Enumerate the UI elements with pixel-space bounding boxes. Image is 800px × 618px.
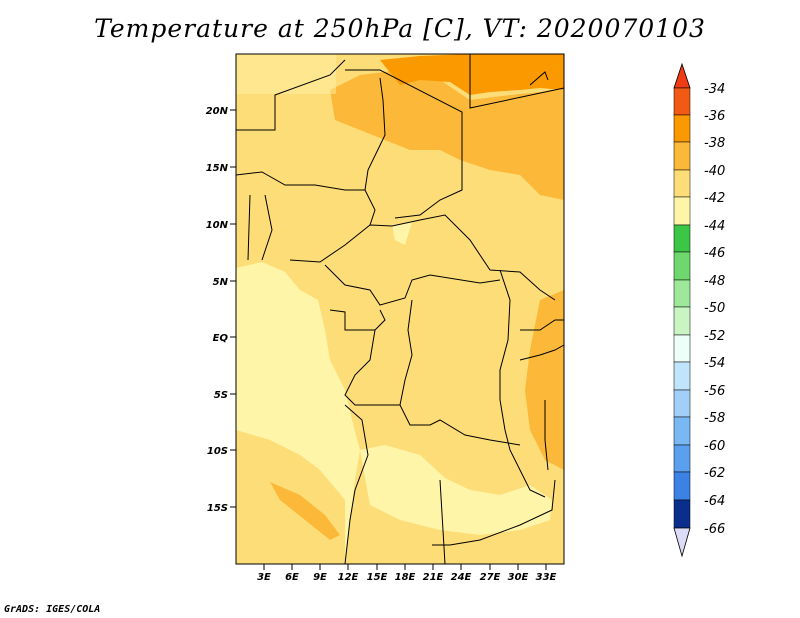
field-darkorange-top [380, 54, 564, 95]
y-label-5s: 5S [214, 390, 228, 401]
colorbar-label-34: -34 [704, 82, 725, 97]
colorbar: -34 -36 -38 -40 -42 -44 -46 -48 -50 -52 … [673, 62, 725, 558]
colorbar-swatch-48 [673, 279, 691, 308]
x-label-15e: 15E [367, 572, 388, 583]
colorbar-label-50: -50 [704, 301, 725, 316]
colorbar-label-60: -60 [704, 439, 725, 454]
colorbar-label-52: -52 [704, 329, 725, 344]
field-warm-sw-streak [270, 482, 340, 540]
colorbar-swatch-36 [673, 114, 691, 143]
colorbar-label-66: -66 [704, 522, 725, 537]
y-label-5n: 5N [213, 277, 229, 288]
colorbar-swatch-38 [673, 141, 691, 171]
colorbar-swatch-44 [673, 224, 691, 253]
grads-credit: GrADS: IGES/COLA [4, 604, 101, 615]
map-title: Temperature at 250hPa [C], VT: 202007010… [94, 14, 706, 43]
colorbar-label-42: -42 [704, 191, 725, 206]
x-label-9e: 9E [313, 572, 327, 583]
y-label-20n: 20N [206, 106, 229, 117]
colorbar-swatch-64 [673, 499, 691, 529]
colorbar-label-40: -40 [704, 164, 725, 179]
y-label-15n: 15N [206, 163, 229, 174]
colorbar-swatch-58 [673, 416, 691, 446]
colorbar-label-64: -64 [704, 494, 725, 509]
y-label-10s: 10S [207, 446, 228, 457]
x-label-18e: 18E [395, 572, 416, 583]
colorbar-swatch-54 [673, 361, 691, 391]
y-label-eq: EQ [213, 333, 229, 344]
colorbar-swatch-50 [673, 306, 691, 336]
colorbar-swatch-42 [673, 196, 691, 226]
colorbar-swatch-34 [673, 87, 691, 116]
field-pale-central [392, 222, 412, 245]
colorbar-swatch-40 [673, 169, 691, 198]
field-pale-south [360, 445, 552, 535]
x-label-30e: 30E [508, 572, 529, 583]
y-label-10n: 10N [206, 220, 229, 231]
colorbar-label-36: -36 [704, 109, 725, 124]
colorbar-label-48: -48 [704, 274, 725, 289]
x-label-12e: 12E [338, 572, 359, 583]
x-axis: 3E 6E 9E 12E 15E 18E 21E 24E 27E 30E 33E [257, 564, 557, 583]
colorbar-label-58: -58 [704, 411, 725, 426]
colorbar-over-arrow [673, 62, 691, 89]
colorbar-label-38: -38 [704, 136, 725, 151]
x-label-3e: 3E [257, 572, 271, 583]
colorbar-label-44: -44 [704, 219, 725, 234]
colorbar-label-54: -54 [704, 356, 725, 371]
x-label-24e: 24E [451, 572, 472, 583]
field-light-nw [236, 54, 336, 94]
x-label-6e: 6E [285, 572, 299, 583]
x-label-33e: 33E [536, 572, 557, 583]
colorbar-swatch-52 [673, 334, 691, 363]
colorbar-swatch-60 [673, 444, 691, 473]
temperature-field [236, 54, 564, 564]
colorbar-swatch-56 [673, 389, 691, 418]
colorbar-swatch-62 [673, 471, 691, 501]
map-frame [235, 53, 565, 565]
colorbar-label-46: -46 [704, 246, 725, 261]
colorbar-label-62: -62 [704, 466, 725, 481]
colorbar-label-56: -56 [704, 384, 725, 399]
colorbar-under-arrow [673, 527, 691, 558]
y-label-15s: 15S [207, 503, 228, 514]
field-orange-east [525, 290, 564, 470]
field-orange-ne [330, 70, 564, 200]
y-axis: 20N 15N 10N 5N EQ 5S 10S 15S [206, 106, 236, 514]
colorbar-swatch-46 [673, 251, 691, 281]
x-label-27e: 27E [480, 572, 501, 583]
x-label-21e: 21E [423, 572, 444, 583]
country-borders [235, 54, 565, 565]
